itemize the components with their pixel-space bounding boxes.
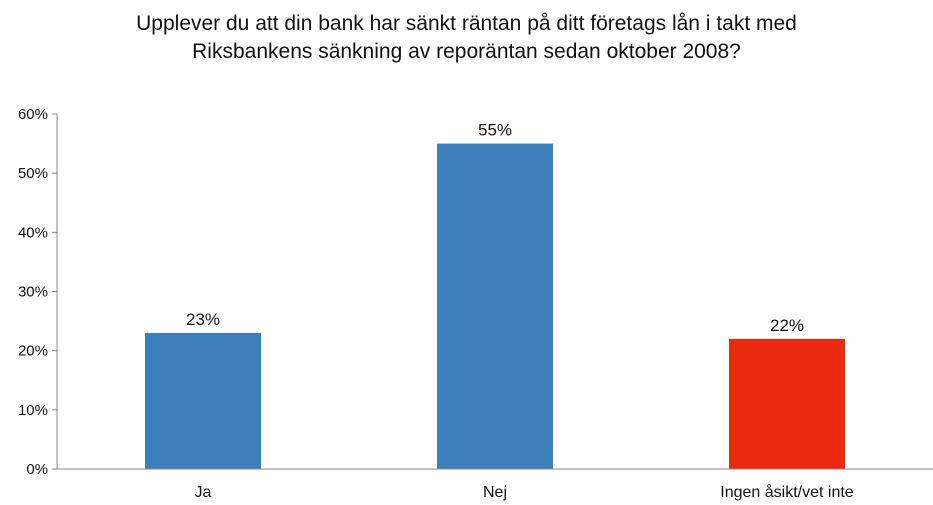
value-labels: 23% 55% 22% [186,121,804,335]
data-label: 22% [770,316,804,335]
y-tick-label: 50% [18,165,48,182]
chart-title-line-2: Riksbankens sänkning av reporäntan sedan… [192,40,741,63]
data-label: 55% [478,121,512,140]
y-tick-label: 40% [18,224,48,241]
bar-3 [729,338,845,469]
y-tick-label: 60% [18,106,48,123]
x-tick-label: Nej [483,484,507,501]
x-axis-labels: Ja Nej Ingen åsikt/vet inte [195,483,854,501]
y-axis: 0% 10% 20% 30% 40% 50% 60% [18,106,58,478]
data-label: 23% [186,310,220,329]
y-tick-label: 0% [26,461,48,478]
y-tick-label: 20% [18,343,48,360]
bars [145,143,845,470]
x-tick-label: Ja [195,484,212,501]
bar-2 [437,143,553,470]
chart-title: Upplever du att din bank har sänkt ränta… [0,10,933,66]
bar-1 [145,332,261,469]
y-tick-label: 30% [18,284,48,301]
y-tick-label: 10% [18,402,48,419]
chart-title-line-1: Upplever du att din bank har sänkt ränta… [136,12,797,35]
x-tick-label: Ingen åsikt/vet inte [720,483,854,501]
